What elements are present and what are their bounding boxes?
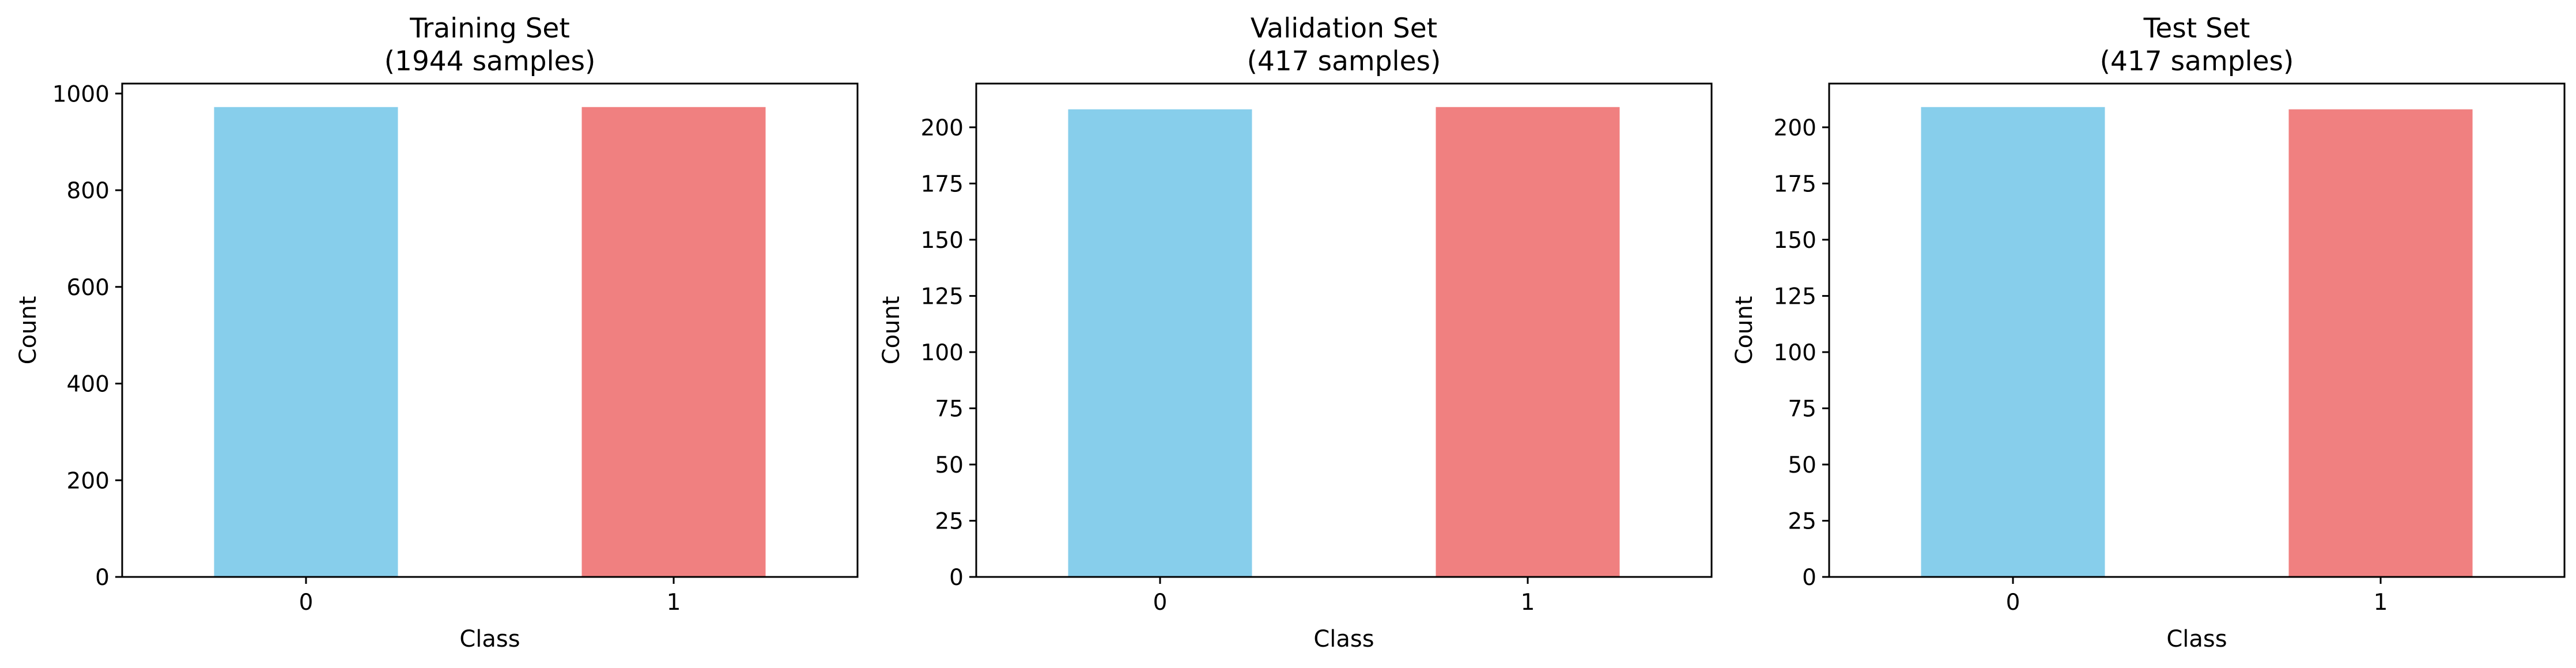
y-tick-label: 150	[921, 228, 964, 254]
bar-class-0	[1921, 107, 2105, 577]
y-tick-label: 200	[67, 468, 109, 494]
y-tick-label: 0	[95, 565, 109, 591]
chart-panel-training: Training Set (1944 samples) 0 1 0 200 400 600…	[15, 13, 859, 652]
axes-frame	[975, 82, 1713, 578]
x-axis-label: Class	[459, 626, 520, 652]
y-tick-label: 50	[935, 452, 964, 478]
plot-area: 0 1 0 25 50 75 100 125 150 175 200	[921, 107, 1620, 616]
bar-class-1	[581, 107, 766, 577]
x-axis-label: Class	[1313, 626, 1374, 652]
bar-class-1	[2288, 109, 2473, 577]
x-tick-label: 0	[2006, 590, 2020, 616]
y-tick-label: 100	[1774, 340, 1816, 366]
plot-area: 0 1 0 25 50 75 100 125 150 175 200	[1774, 107, 2473, 616]
y-tick-label: 125	[921, 284, 964, 310]
chart-panel-test: Test Set (417 samples) 0 1 0 25 50 75 100 125 15…	[1731, 13, 2566, 652]
y-tick-label: 75	[935, 396, 964, 422]
bar-class-1	[1436, 107, 1620, 577]
chart-title-line-2: (1944 samples)	[384, 46, 596, 77]
chart-title-line-1: Validation Set	[1251, 13, 1437, 44]
x-tick-label: 0	[299, 590, 313, 616]
y-tick-label: 400	[67, 372, 109, 398]
y-tick-label: 600	[67, 275, 109, 301]
y-tick-label: 100	[921, 340, 964, 366]
chart-title-line-1: Training Set	[409, 13, 570, 44]
y-tick-label: 0	[949, 565, 964, 591]
axes-frame	[1828, 82, 2566, 578]
y-tick-label: 175	[1774, 171, 1816, 197]
bar-class-0	[214, 107, 398, 577]
x-tick-label: 1	[2374, 590, 2388, 616]
axes-frame	[121, 82, 859, 578]
y-tick-label: 1000	[52, 81, 109, 107]
y-tick-label: 25	[1788, 508, 1816, 534]
chart-title-line-2: (417 samples)	[1247, 46, 1441, 77]
y-tick-label: 25	[935, 508, 964, 534]
chart-title-line-2: (417 samples)	[2100, 46, 2294, 77]
y-tick-label: 800	[67, 178, 109, 204]
y-tick-label: 200	[1774, 115, 1816, 141]
y-tick-label: 125	[1774, 284, 1816, 310]
y-axis-label: Count	[15, 296, 41, 365]
chart-panel-validation: Validation Set (417 samples) 0 1 0 25 50 75 10…	[878, 13, 1713, 652]
x-tick-label: 1	[1521, 590, 1535, 616]
y-axis-label: Count	[1731, 296, 1758, 365]
y-tick-label: 50	[1788, 452, 1816, 478]
y-tick-label: 75	[1788, 396, 1816, 422]
x-tick-label: 0	[1153, 590, 1168, 616]
y-tick-label: 0	[1802, 565, 1816, 591]
y-tick-label: 175	[921, 171, 964, 197]
x-tick-label: 1	[667, 590, 681, 616]
plot-area: 0 1 0 200 400 600 800 1000	[52, 81, 766, 616]
y-axis-label: Count	[878, 296, 905, 365]
x-axis-label: Class	[2166, 626, 2227, 652]
chart-title-line-1: Test Set	[2143, 13, 2250, 44]
y-tick-label: 200	[921, 115, 964, 141]
y-tick-label: 150	[1774, 228, 1816, 254]
bar-class-0	[1068, 109, 1252, 577]
